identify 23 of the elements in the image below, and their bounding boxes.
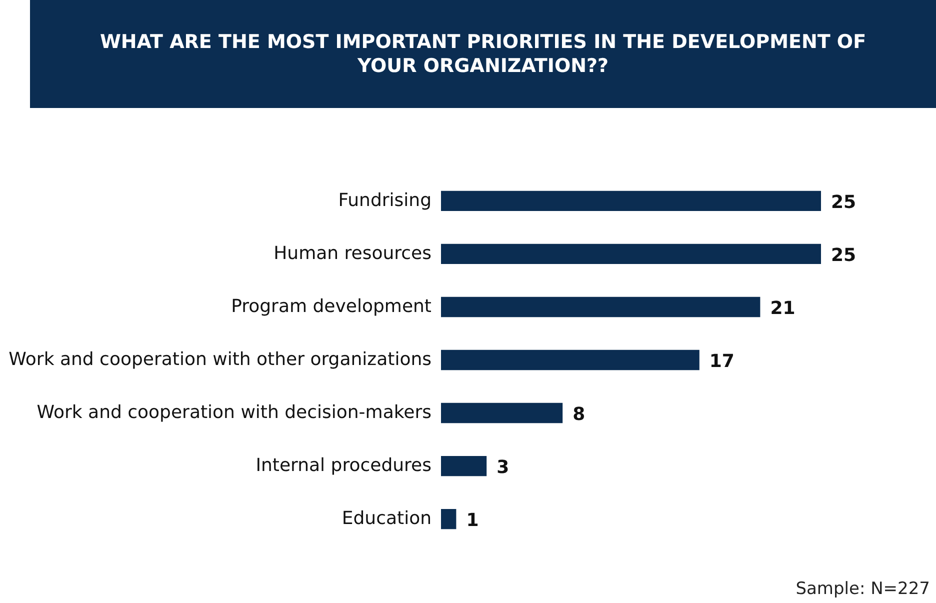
bar: [441, 350, 700, 370]
data-label: 8: [572, 404, 586, 426]
data-label: 17: [709, 351, 734, 372]
data-label: 21: [770, 298, 796, 319]
y-tick-label: Work and cooperation with decision-makers: [36, 402, 432, 424]
y-tick-label: Work and cooperation with other organizations: [8, 349, 432, 370]
y-tick-label: Fundrising: [338, 190, 432, 211]
bar: [441, 508, 456, 530]
bar: [441, 244, 821, 264]
chart-title: WHAT ARE THE MOST IMPORTANT PRIORITIES IN THE DEVELOPMENT OF YOUR ORGANIZATION??: [30, 0, 936, 108]
bar: [441, 456, 487, 476]
bar: [441, 296, 760, 318]
data-label: 1: [466, 510, 479, 532]
y-tick-label: Internal procedures: [256, 455, 432, 476]
y-tick-label: Human resources: [274, 242, 432, 264]
data-label: 25: [831, 192, 856, 213]
y-tick-label: Education: [342, 508, 432, 530]
text: Sample: N=227: [796, 579, 930, 599]
bar: [441, 190, 821, 212]
data-label: 3: [496, 457, 510, 478]
data-label: 25: [831, 244, 856, 266]
y-tick-label: Program development: [231, 296, 432, 317]
bar: [441, 402, 563, 424]
